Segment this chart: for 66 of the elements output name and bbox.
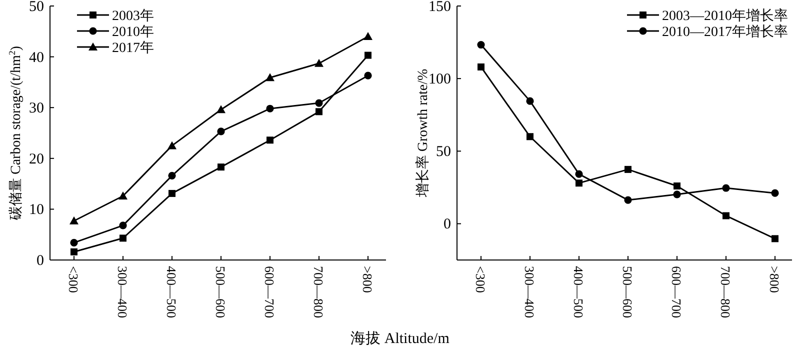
x-tick-label: 500—600: [620, 266, 635, 318]
x-tick-label: 400—500: [571, 266, 586, 318]
legend-label: 2017年: [112, 40, 154, 56]
x-tick-label: 600—700: [669, 266, 684, 318]
point: [168, 190, 176, 197]
x-tick-label: 300—400: [522, 266, 537, 318]
y-tick-label: 0: [444, 216, 451, 233]
point: [316, 108, 322, 116]
legend-label: 2003年: [112, 8, 154, 24]
point: [364, 52, 372, 59]
point: [526, 97, 534, 105]
point: [217, 128, 225, 136]
x-tick-label: <300: [473, 266, 488, 293]
point: [575, 170, 583, 178]
point: [266, 136, 274, 144]
x-tick-label: 400—500: [164, 266, 179, 318]
x-tick-label: 600—700: [262, 266, 277, 318]
y-tick-label: 100: [428, 72, 451, 88]
point: [315, 99, 323, 107]
x-tick-label: 300—400: [115, 266, 130, 318]
point: [576, 180, 582, 187]
y-tick-label: 40: [29, 50, 44, 66]
point: [673, 190, 681, 198]
x-axis-title: 海拔 Altitude/m: [350, 330, 450, 347]
point: [168, 141, 176, 150]
point: [118, 191, 128, 200]
legend-label: 2003—2010年增长率: [662, 8, 788, 24]
y-tick-label: 0: [36, 253, 44, 269]
point: [119, 222, 127, 230]
point: [772, 235, 778, 242]
point: [70, 248, 78, 256]
x-tick-label: >800: [360, 266, 375, 293]
legend-label: 2010—2017年增长率: [662, 24, 788, 40]
x-tick-label: >800: [767, 266, 782, 293]
y-axis-title: 增长率 Growth rate/%: [415, 68, 431, 198]
point: [722, 184, 730, 192]
point: [364, 32, 372, 40]
point: [70, 216, 78, 224]
point: [674, 182, 680, 190]
point: [216, 105, 226, 114]
point: [364, 72, 372, 80]
y-tick-label: 50: [436, 144, 451, 160]
point: [70, 238, 78, 247]
x-tick-label: 700—800: [311, 266, 326, 318]
point: [218, 164, 224, 171]
point: [266, 73, 274, 82]
point: [314, 58, 324, 67]
y-tick-label: 50: [29, 0, 44, 15]
point: [771, 189, 779, 197]
y-tick-label: 150: [428, 0, 451, 15]
point: [624, 166, 632, 173]
x-tick-label: <300: [66, 266, 81, 293]
point: [168, 172, 176, 180]
point: [526, 133, 534, 140]
legend-label: 2010年: [112, 24, 154, 40]
y-tick-label: 20: [29, 151, 44, 168]
x-tick-label: 500—600: [213, 266, 228, 318]
point: [477, 40, 485, 49]
y-tick-label: 30: [29, 100, 44, 117]
point: [478, 63, 484, 70]
point: [266, 104, 274, 112]
x-tick-label: 700—800: [718, 266, 733, 318]
y-tick-label: 10: [29, 202, 44, 218]
point: [722, 212, 730, 220]
point: [120, 234, 126, 242]
point: [624, 196, 632, 204]
